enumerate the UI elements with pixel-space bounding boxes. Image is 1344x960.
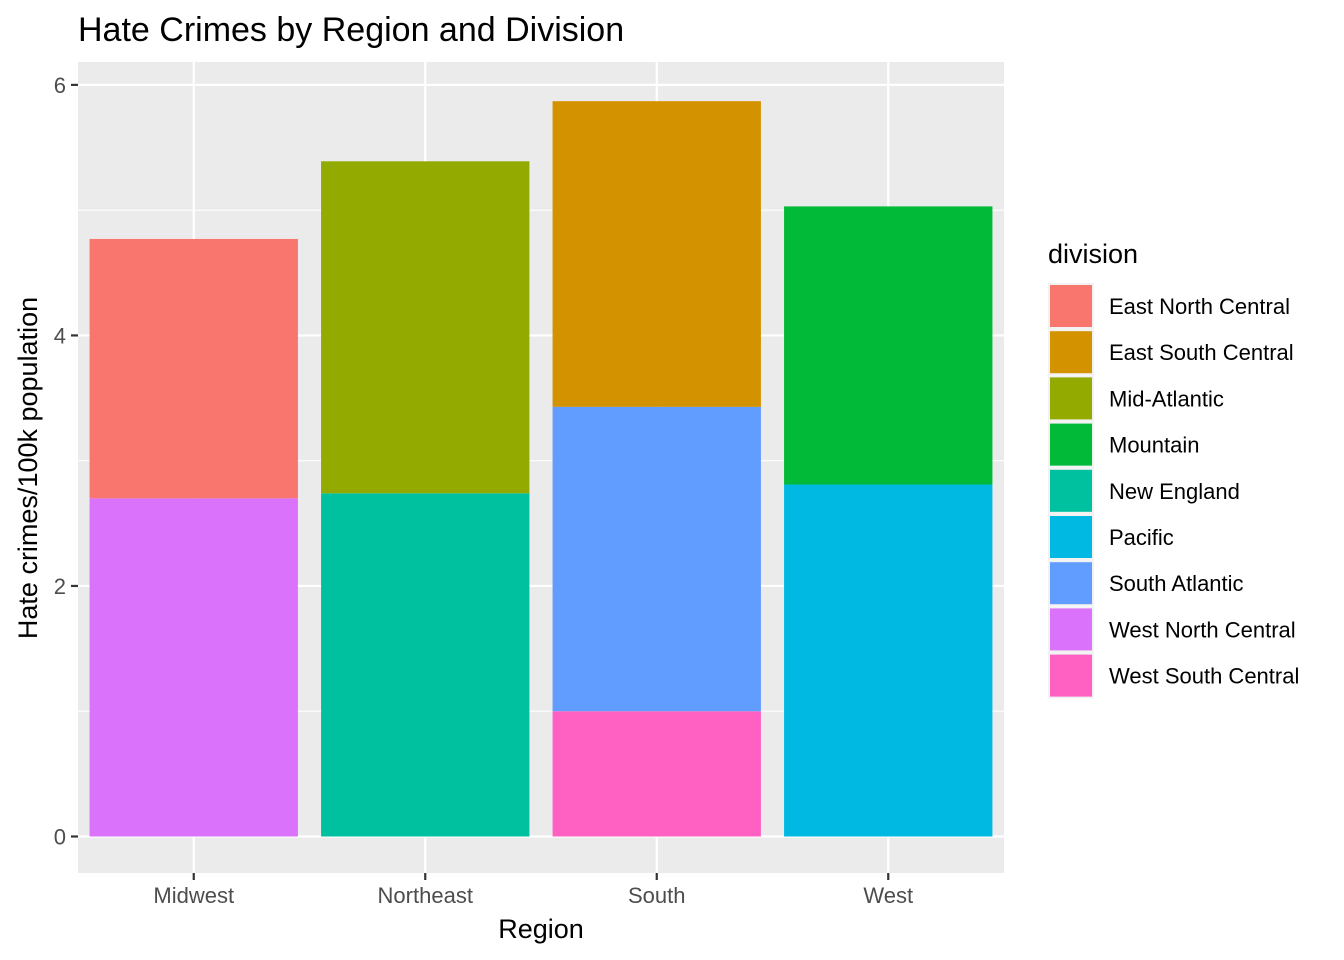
legend-label: West South Central xyxy=(1109,664,1299,689)
bar-segment-south-west-south-central xyxy=(552,711,761,837)
x-axis: Midwest Northeast South West xyxy=(153,873,913,908)
x-axis-title: Region xyxy=(498,914,584,944)
legend: division East North Central East South Ce… xyxy=(1048,239,1299,699)
legend-swatch xyxy=(1050,331,1092,374)
legend-swatch xyxy=(1050,654,1092,697)
bar-segment-midwest-east-north-central xyxy=(89,238,298,499)
y-tick-label: 0 xyxy=(54,825,66,850)
x-tick-label: Midwest xyxy=(153,883,234,908)
x-tick-label: Northeast xyxy=(378,883,473,908)
bar-segment-west-pacific xyxy=(784,484,993,837)
legend-swatch xyxy=(1050,423,1092,466)
y-tick-label: 4 xyxy=(54,323,66,348)
x-tick-label: West xyxy=(863,883,913,908)
y-tick-label: 6 xyxy=(54,73,66,98)
legend-swatch xyxy=(1050,377,1092,420)
y-tick-label: 2 xyxy=(54,574,66,599)
bar-segment-west-mountain xyxy=(784,206,993,485)
legend-swatch xyxy=(1050,285,1092,327)
legend-label: New England xyxy=(1109,479,1240,504)
legend-label: Mid-Atlantic xyxy=(1109,386,1224,411)
y-axis-title: Hate crimes/100k population xyxy=(13,297,43,639)
chart-title: Hate Crimes by Region and Division xyxy=(78,11,624,49)
legend-label: West North Central xyxy=(1109,617,1296,642)
legend-swatch xyxy=(1050,608,1092,651)
legend-label: Mountain xyxy=(1109,433,1200,458)
legend-label: South Atlantic xyxy=(1109,571,1244,596)
bar-segment-midwest-west-north-central xyxy=(89,498,298,837)
legend-label: Pacific xyxy=(1109,525,1174,550)
bar-segment-south-east-south-central xyxy=(552,101,761,407)
bar-segment-northeast-mid-atlantic xyxy=(321,161,530,494)
legend-swatch xyxy=(1050,516,1092,558)
legend-swatch xyxy=(1050,562,1092,605)
legend-swatch xyxy=(1050,469,1092,512)
legend-label: East South Central xyxy=(1109,340,1294,365)
legend-label: East North Central xyxy=(1109,294,1290,319)
x-tick-label: South xyxy=(628,883,686,908)
y-axis: 0 2 4 6 xyxy=(54,73,78,850)
bar-segment-northeast-new-england xyxy=(321,493,530,837)
bar-segment-south-south-atlantic xyxy=(552,406,761,712)
bar-stacks xyxy=(89,101,993,837)
legend-title: division xyxy=(1048,239,1138,269)
